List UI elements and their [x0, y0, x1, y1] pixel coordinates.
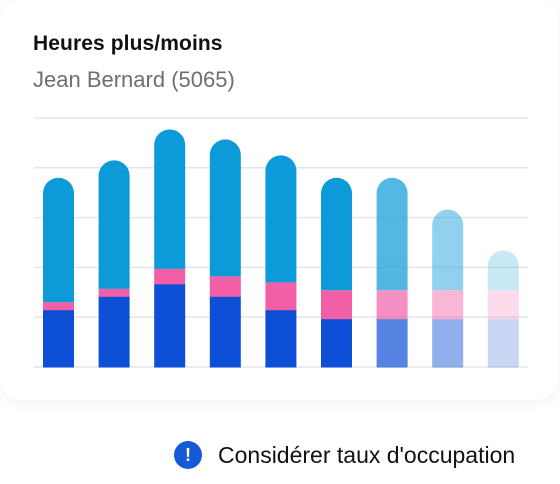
occupancy-notice[interactable]: ! Considérer taux d'occupation — [174, 440, 515, 470]
bar-group — [321, 177, 352, 368]
bar-segment-middle — [209, 276, 241, 297]
bar-segment-top — [43, 177, 74, 303]
bar-group — [265, 155, 297, 368]
bar-group — [432, 209, 464, 368]
bar-segment-middle — [265, 282, 297, 311]
bar-segment-bottom — [265, 309, 297, 368]
bar-segment-middle — [376, 290, 408, 320]
bar-segment-bottom — [321, 318, 352, 368]
bar-segment-top — [209, 139, 241, 277]
bar-segment-bottom — [98, 296, 130, 368]
bar-group — [376, 177, 408, 368]
bar-group — [43, 177, 74, 368]
chart-title: Heures plus/moins — [33, 32, 223, 55]
bar-segment-middle — [154, 268, 186, 285]
bar-segment-middle — [98, 288, 130, 297]
bar-segment-top — [487, 250, 519, 291]
bar-chart — [34, 117, 528, 368]
bar-group — [98, 160, 130, 368]
exclamation-circle-icon: ! — [174, 441, 202, 469]
bar-group — [209, 139, 241, 368]
bar-segment-bottom — [432, 318, 464, 368]
bar-segment-bottom — [209, 296, 241, 368]
bar-segment-top — [154, 129, 186, 269]
bar-segment-middle — [487, 290, 519, 320]
notice-text: Considérer taux d'occupation — [218, 441, 516, 468]
bar-segment-top — [321, 177, 352, 291]
bar-segment-bottom — [43, 309, 74, 368]
bar-segment-top — [432, 209, 464, 291]
bar-segment-middle — [321, 290, 352, 320]
bar-segment-bottom — [376, 318, 408, 368]
bar-group — [487, 250, 519, 368]
bar-segment-bottom — [154, 283, 186, 368]
bar-segment-top — [376, 177, 408, 291]
bar-group — [154, 129, 186, 368]
bar-segment-top — [265, 155, 297, 283]
bar-segment-middle — [43, 302, 74, 311]
bar-segment-middle — [432, 290, 464, 320]
chart-subtitle: Jean Bernard (5065) — [33, 67, 235, 92]
bar-segment-bottom — [487, 318, 519, 368]
bar-segment-top — [98, 160, 130, 289]
